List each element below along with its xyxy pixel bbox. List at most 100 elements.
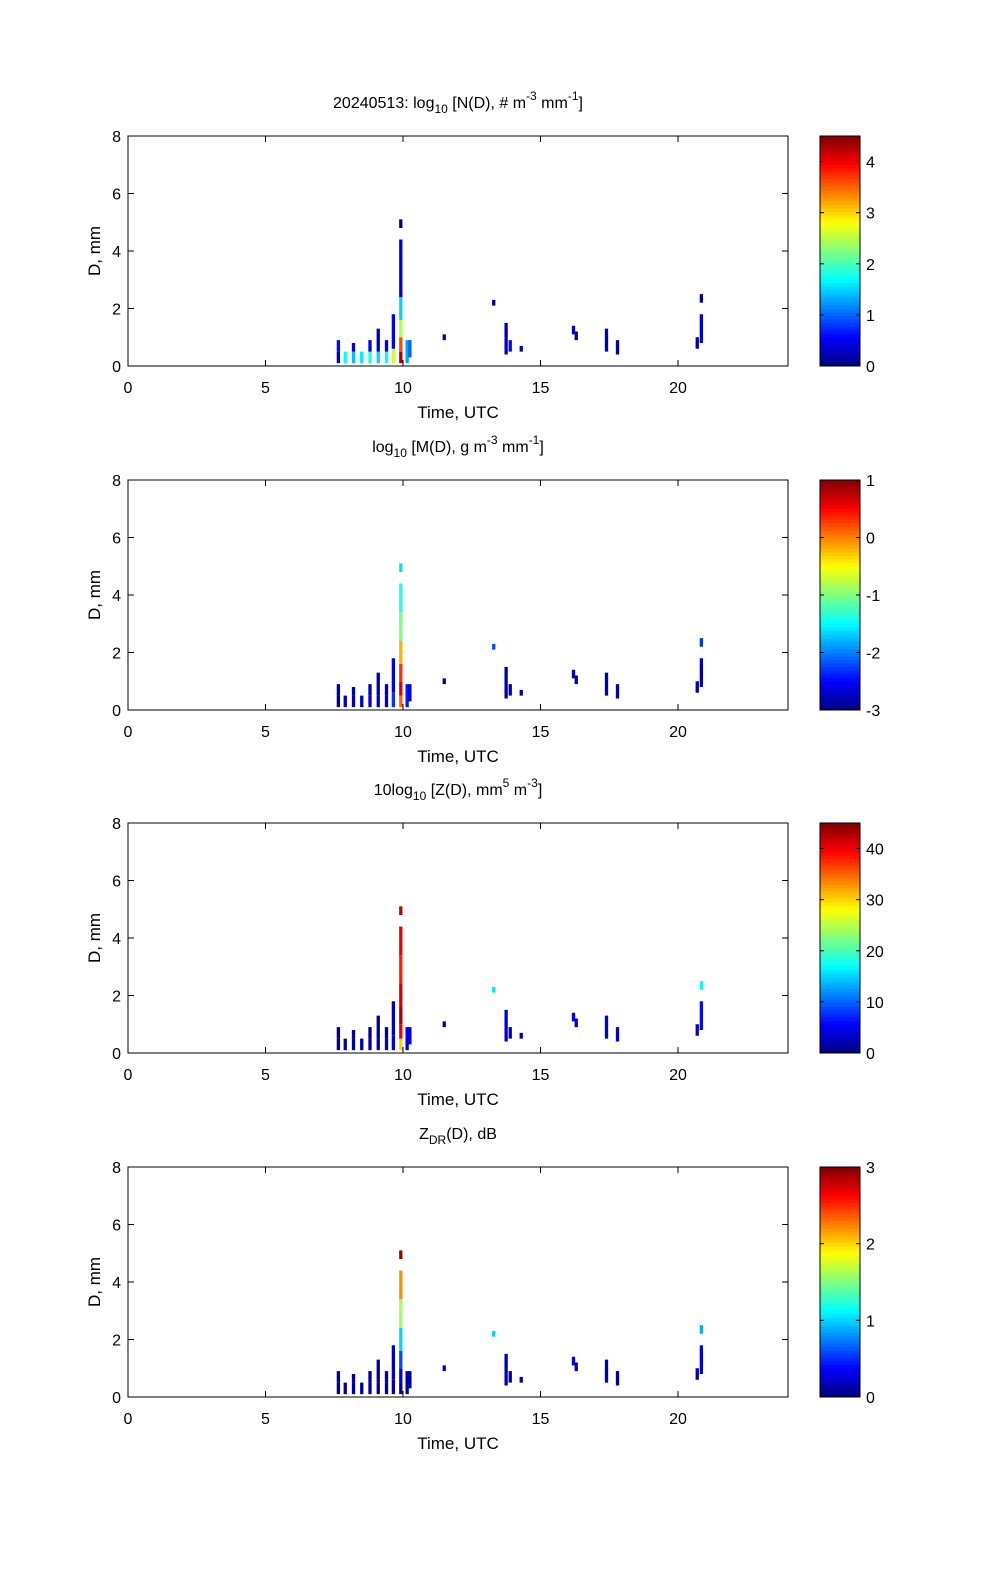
colorbar-band: [820, 1031, 860, 1036]
heatmap-cells: [336, 1250, 704, 1395]
colorbar-band: [820, 333, 860, 338]
colorbar-band: [820, 627, 860, 632]
colorbar-band: [820, 257, 860, 263]
heatmap-cell: [399, 681, 403, 696]
colorbar-band: [820, 1260, 860, 1265]
heatmap-cell: [351, 1038, 356, 1051]
colorbar-band: [820, 583, 860, 589]
y-axis-label: D, mm: [85, 570, 104, 620]
heatmap-cell: [336, 695, 341, 708]
heatmap-cell: [399, 1250, 403, 1259]
colorbar-band: [820, 1217, 860, 1222]
y-tick-label: 0: [112, 359, 121, 376]
y-axis-label: D, mm: [85, 913, 104, 963]
heatmap-cell: [399, 664, 403, 682]
chart-title-part: 10: [413, 789, 427, 803]
colorbar-band: [820, 207, 860, 212]
colorbar-band: [820, 1371, 860, 1376]
colorbar-band: [820, 229, 860, 234]
y-tick-label: 4: [112, 244, 121, 261]
y-tick-label: 0: [112, 703, 121, 720]
heatmap-cell: [351, 1382, 356, 1395]
colorbar-band: [820, 565, 860, 571]
y-tick-label: 2: [112, 646, 121, 663]
heatmap-cell: [399, 219, 403, 228]
heatmap-cell: [405, 1027, 409, 1051]
y-tick-label: 2: [112, 302, 121, 319]
heatmap-cell: [408, 1371, 412, 1389]
colorbar-band: [820, 1016, 860, 1021]
colorbar-band: [820, 655, 860, 660]
heatmap-cell: [399, 695, 403, 708]
colorbar-band: [820, 1263, 860, 1268]
heatmap-cell: [376, 351, 380, 364]
colorbar-band: [820, 1292, 860, 1297]
colorbar-band: [820, 970, 860, 975]
colorbar-tick-label: 2: [866, 257, 875, 274]
heatmap-cell: [399, 1368, 403, 1383]
colorbar-band: [820, 326, 860, 331]
colorbar-band: [820, 157, 860, 162]
colorbar-band: [820, 139, 860, 144]
colorbar-band: [820, 214, 860, 219]
colorbar-band: [820, 1181, 860, 1186]
heatmap-cell: [504, 1009, 508, 1042]
colorbar-band: [820, 991, 860, 996]
heatmap-cell: [336, 1382, 341, 1395]
colorbar-band: [820, 1256, 860, 1261]
colorbar-band: [820, 594, 860, 599]
colorbar-band: [820, 1393, 860, 1398]
heatmap-cell: [391, 1035, 396, 1051]
colorbar-band: [820, 142, 860, 148]
colorbar-band: [820, 1220, 860, 1225]
colorbar-band: [820, 1389, 860, 1394]
colorbar-band: [820, 684, 860, 689]
colorbar-band: [820, 1339, 860, 1344]
colorbar-band: [820, 840, 860, 845]
x-tick-label: 15: [532, 724, 550, 741]
colorbar-band: [820, 1173, 860, 1179]
heatmap-cell: [336, 1038, 341, 1051]
colorbar-band: [820, 275, 860, 281]
x-tick-label: 0: [124, 1067, 133, 1084]
colorbar-band: [820, 580, 860, 585]
colorbar-band: [820, 833, 860, 838]
colorbar-band: [820, 1324, 860, 1330]
colorbar-band: [820, 515, 860, 520]
colorbar-band: [820, 1209, 860, 1215]
heatmap-cell: [571, 325, 576, 335]
colorbar-band: [820, 239, 860, 245]
colorbar-band: [820, 1224, 860, 1229]
y-tick-label: 0: [112, 1046, 121, 1063]
colorbar-band: [820, 869, 860, 874]
colorbar-band: [820, 591, 860, 596]
heatmap-cell: [343, 1038, 347, 1051]
colorbar-band: [820, 923, 860, 928]
colorbar-band: [820, 1020, 860, 1025]
y-tick-label: 4: [112, 1275, 121, 1292]
colorbar-band: [820, 519, 860, 524]
colorbar-band: [820, 1321, 860, 1326]
colorbar-tick-label: 0: [866, 359, 875, 376]
heatmap-cell: [492, 643, 496, 650]
colorbar-band: [820, 637, 860, 643]
colorbar-band: [820, 203, 860, 209]
heatmap-cell: [604, 328, 609, 352]
heatmap-cell: [519, 1032, 523, 1039]
colorbar-band: [820, 1188, 860, 1193]
colorbar-band: [820, 160, 860, 166]
colorbar-tick-label: 2: [866, 1237, 875, 1254]
heatmap-cell: [368, 695, 372, 708]
heatmap-cell: [399, 1351, 403, 1369]
colorbar-band: [820, 1303, 860, 1308]
chart-title-part: -1: [568, 89, 579, 103]
colorbar-band: [820, 706, 860, 711]
colorbar-band: [820, 670, 860, 675]
colorbar-tick-label: 20: [866, 944, 884, 961]
heatmap-cell: [391, 1345, 396, 1380]
heatmap-cell: [699, 638, 704, 647]
heatmap-cell: [391, 1001, 396, 1036]
colorbar-band: [820, 1353, 860, 1358]
colorbar-band: [820, 680, 860, 686]
colorbar-tick-label: 10: [866, 995, 884, 1012]
